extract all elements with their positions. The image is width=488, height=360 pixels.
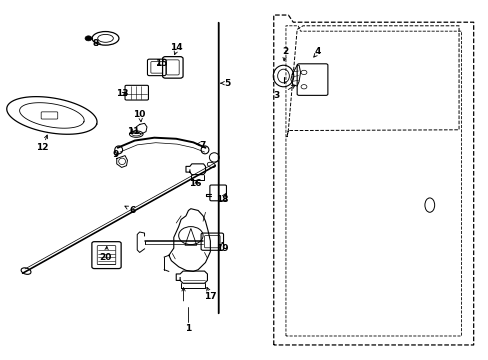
Text: 18: 18 (216, 195, 228, 204)
Text: 16: 16 (189, 179, 202, 188)
Text: 12: 12 (36, 143, 48, 152)
Text: 14: 14 (169, 43, 182, 52)
Text: 7: 7 (200, 141, 206, 150)
Text: 11: 11 (127, 127, 139, 136)
Text: 13: 13 (116, 89, 128, 98)
Text: 10: 10 (133, 110, 145, 119)
Text: 4: 4 (314, 47, 320, 56)
Text: 15: 15 (155, 59, 167, 68)
Text: 20: 20 (99, 253, 111, 262)
Text: 6: 6 (129, 206, 135, 215)
Circle shape (85, 36, 92, 41)
Text: 5: 5 (224, 79, 230, 88)
Text: 9: 9 (112, 150, 118, 159)
Text: 2: 2 (281, 47, 287, 56)
Text: 19: 19 (216, 244, 228, 253)
Text: 8: 8 (92, 39, 99, 48)
Text: 3: 3 (272, 91, 279, 100)
Text: 17: 17 (203, 292, 216, 301)
Text: 1: 1 (185, 324, 191, 333)
